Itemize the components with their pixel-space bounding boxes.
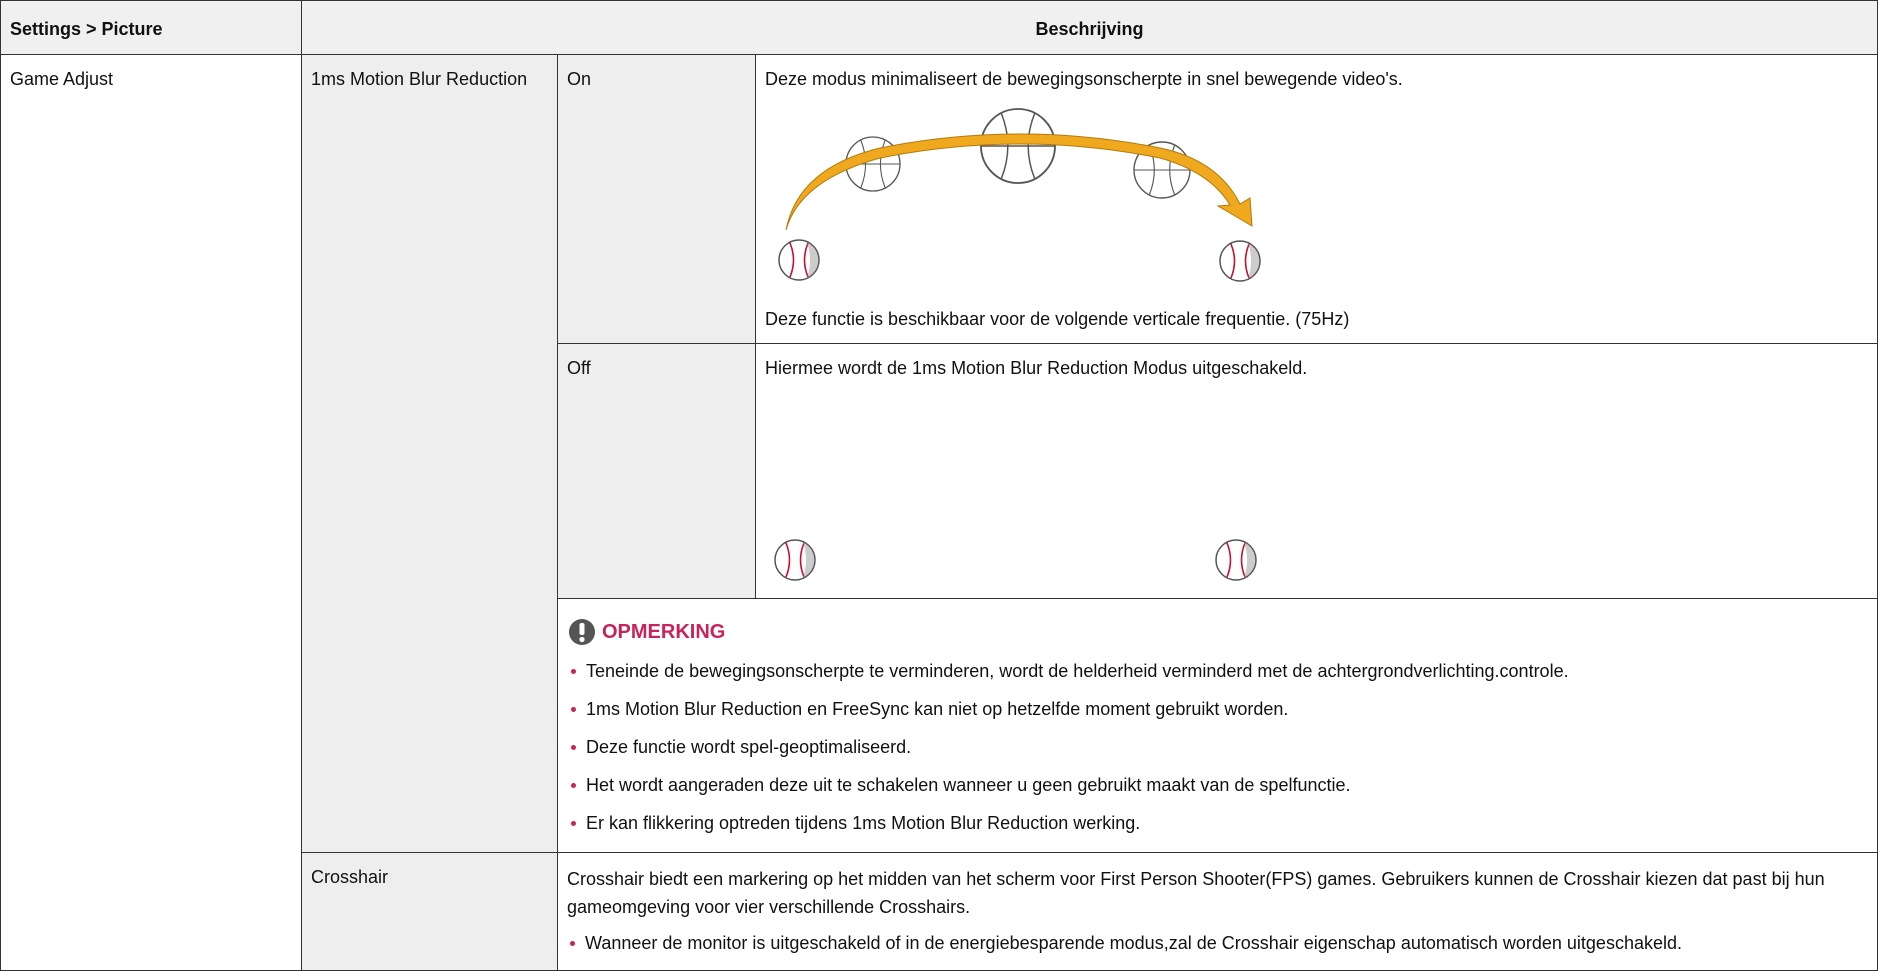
remark-head: OPMERKING <box>568 617 1867 647</box>
remark-item: 1ms Motion Blur Reduction en FreeSync ka… <box>568 695 1867 733</box>
remark: OPMERKING Teneinde de bewegingsonscherpt… <box>558 599 1878 853</box>
on-cell: Deze modus minimaliseert de bewegingsons… <box>756 55 1878 344</box>
off-cell: Hiermee wordt de 1ms Motion Blur Reducti… <box>756 344 1878 599</box>
remark-item: Deze functie wordt spel-geoptimaliseerd. <box>568 733 1867 771</box>
remark-title: OPMERKING <box>602 621 726 643</box>
game-adjust: Game Adjust <box>0 55 302 971</box>
off-label: Off <box>558 344 756 599</box>
remark-icon <box>569 619 595 645</box>
crosshair-description: Crosshair biedt een markering op het mid… <box>567 869 1825 917</box>
on-label: On <box>558 55 756 344</box>
motion-blur-label: 1ms Motion Blur Reduction <box>302 55 558 853</box>
crosshair-label: Crosshair <box>302 853 558 971</box>
header-setting: Settings > Picture <box>0 0 302 55</box>
on-note: Deze functie is beschikbaar voor de volg… <box>765 309 1350 329</box>
crosshair-item: Wanneer de monitor is uitgeschakeld of i… <box>567 929 1868 967</box>
remark-list: Teneinde de bewegingsonscherpte te vermi… <box>568 657 1867 847</box>
on-description: Deze modus minimaliseert de bewegingsons… <box>765 69 1403 89</box>
crosshair-list: Wanneer de monitor is uitgeschakeld of i… <box>567 929 1868 967</box>
remark-item: Teneinde de bewegingsonscherpte te vermi… <box>568 657 1867 695</box>
remark-item: Er kan flikkering optreden tijdens 1ms M… <box>568 809 1867 847</box>
remark-item: Het wordt aangeraden deze uit te schakel… <box>568 771 1867 809</box>
header-description: Beschrijving <box>302 0 1878 55</box>
crosshair-cell: Crosshair biedt een markering op het mid… <box>558 853 1878 971</box>
off-description: Hiermee wordt de 1ms Motion Blur Reducti… <box>765 358 1308 378</box>
